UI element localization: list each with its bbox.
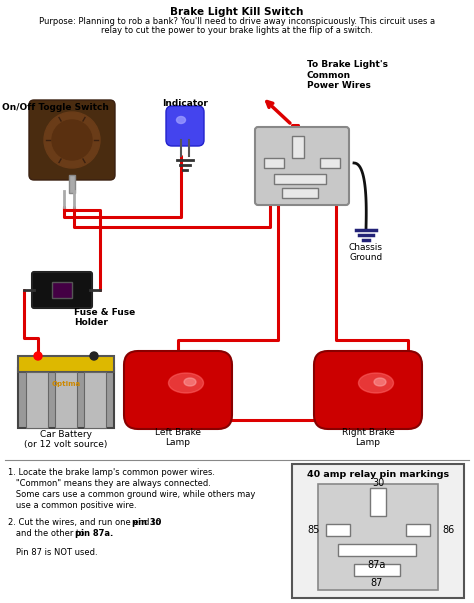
Text: Car Battery
(or 12 volt source): Car Battery (or 12 volt source) — [24, 430, 108, 449]
Text: Pin 87 is NOT used.: Pin 87 is NOT used. — [8, 548, 98, 557]
Text: 30: 30 — [372, 478, 384, 488]
Text: Indicator: Indicator — [162, 99, 208, 108]
Text: Some cars use a common ground wire, while others may: Some cars use a common ground wire, whil… — [8, 490, 255, 499]
Text: Purpose: Planning to rob a bank? You'll need to drive away inconspicuously. This: Purpose: Planning to rob a bank? You'll … — [39, 17, 435, 26]
Bar — [18, 368, 114, 428]
Text: use a common positive wire.: use a common positive wire. — [8, 501, 137, 510]
Text: To Brake Light's
Common
Power Wires: To Brake Light's Common Power Wires — [307, 60, 388, 90]
Text: pin 30: pin 30 — [132, 518, 161, 527]
Text: Chassis
Ground: Chassis Ground — [349, 243, 383, 262]
Circle shape — [44, 112, 100, 168]
Text: 85: 85 — [308, 525, 320, 535]
Text: 86: 86 — [442, 525, 454, 535]
FancyBboxPatch shape — [318, 484, 438, 590]
FancyBboxPatch shape — [166, 106, 204, 146]
Text: pin 87a.: pin 87a. — [75, 529, 113, 538]
Text: 1. Locate the brake lamp's common power wires.: 1. Locate the brake lamp's common power … — [8, 468, 215, 477]
Text: On/Off Toggle Switch: On/Off Toggle Switch — [2, 103, 109, 112]
FancyBboxPatch shape — [124, 351, 232, 429]
Bar — [55, 372, 77, 428]
Text: 87a: 87a — [368, 560, 386, 570]
Bar — [406, 524, 430, 536]
Text: "Common" means they are always connected.: "Common" means they are always connected… — [8, 479, 211, 488]
Text: and the other to: and the other to — [8, 529, 87, 538]
FancyBboxPatch shape — [255, 127, 349, 205]
Ellipse shape — [168, 373, 203, 393]
Text: Optima: Optima — [52, 381, 81, 387]
Text: Left Brake
Lamp: Left Brake Lamp — [155, 428, 201, 447]
Circle shape — [34, 352, 42, 360]
Ellipse shape — [374, 378, 386, 386]
Text: 87: 87 — [371, 578, 383, 588]
Bar — [18, 356, 114, 372]
Text: Brake Light Kill Switch: Brake Light Kill Switch — [170, 7, 304, 17]
FancyBboxPatch shape — [29, 100, 115, 180]
Ellipse shape — [358, 373, 393, 393]
Text: 2. Cut the wires, and run one end to: 2. Cut the wires, and run one end to — [8, 518, 163, 527]
FancyBboxPatch shape — [314, 351, 422, 429]
Bar — [326, 524, 350, 536]
Bar — [292, 136, 304, 158]
Bar — [52, 282, 72, 298]
Text: Right Brake
Lamp: Right Brake Lamp — [342, 428, 394, 447]
Bar — [84, 372, 106, 428]
Text: 40 amp relay pin markings: 40 amp relay pin markings — [307, 470, 449, 479]
FancyBboxPatch shape — [292, 464, 464, 598]
Circle shape — [90, 352, 98, 360]
Bar — [69, 175, 75, 193]
Text: relay to cut the power to your brake lights at the flip of a switch.: relay to cut the power to your brake lig… — [101, 26, 373, 35]
FancyBboxPatch shape — [32, 272, 92, 308]
Circle shape — [52, 120, 92, 160]
Text: Fuse & Fuse
Holder: Fuse & Fuse Holder — [74, 308, 135, 327]
Bar — [264, 158, 284, 168]
Bar — [320, 158, 340, 168]
Bar — [338, 544, 416, 556]
Bar — [282, 188, 318, 198]
Bar — [354, 564, 400, 576]
Bar — [370, 488, 386, 516]
Bar — [274, 174, 326, 184]
Ellipse shape — [176, 116, 185, 124]
Ellipse shape — [184, 378, 196, 386]
Bar — [26, 372, 48, 428]
